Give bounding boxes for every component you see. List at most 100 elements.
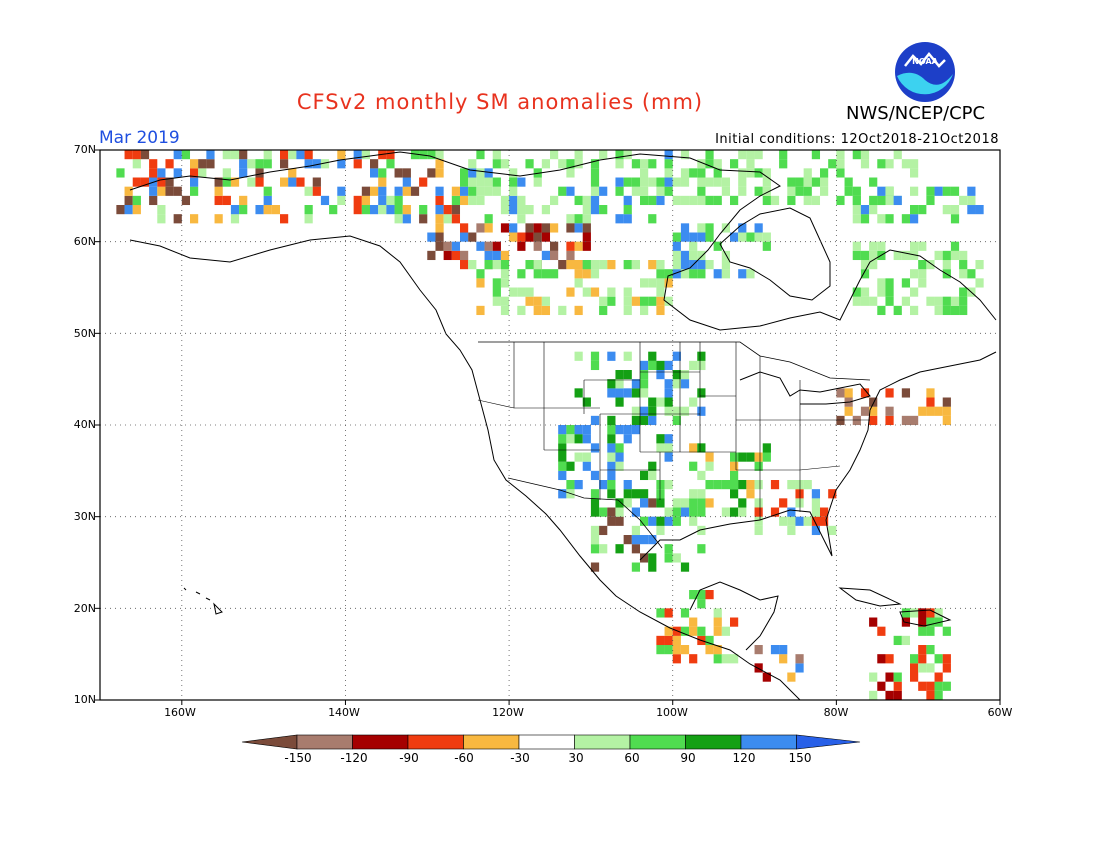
anomaly-cell bbox=[697, 260, 706, 270]
anomaly-cell bbox=[721, 186, 731, 196]
anomaly-cell bbox=[680, 608, 690, 618]
anomaly-cell bbox=[648, 177, 657, 187]
anomaly-cell bbox=[500, 195, 510, 206]
legend-label-neg30: -30 bbox=[510, 751, 530, 765]
anomaly-cell bbox=[746, 168, 755, 178]
anomaly-cell bbox=[697, 590, 706, 600]
anomaly-cell bbox=[304, 205, 313, 215]
anomaly-cell bbox=[705, 452, 714, 462]
anomaly-cell bbox=[492, 150, 501, 160]
anomaly-cell bbox=[460, 177, 469, 187]
anomaly-cell bbox=[860, 150, 870, 160]
lat-label-30n: 30N bbox=[73, 510, 96, 523]
anomaly-cell bbox=[509, 186, 518, 196]
anomaly-cell bbox=[754, 645, 763, 655]
anomaly-cell bbox=[312, 186, 321, 196]
anomaly-cell bbox=[689, 195, 698, 206]
anomaly-cell bbox=[942, 663, 951, 673]
anomaly-cell bbox=[942, 626, 951, 636]
anomaly-cell bbox=[558, 443, 567, 453]
anomaly-cell bbox=[132, 159, 141, 169]
anomaly-cell bbox=[697, 232, 706, 242]
anomaly-cell bbox=[239, 195, 248, 206]
anomaly-cell bbox=[517, 177, 526, 187]
anomaly-cell bbox=[648, 351, 657, 361]
anomaly-cell bbox=[860, 205, 870, 215]
anomaly-cell bbox=[304, 159, 313, 169]
anomaly-cell bbox=[615, 544, 624, 554]
anomaly-cell bbox=[640, 489, 649, 499]
anomaly-cell bbox=[738, 177, 747, 187]
anomaly-cell bbox=[574, 150, 583, 160]
anomaly-cell bbox=[689, 489, 698, 499]
anomaly-cell bbox=[648, 516, 657, 526]
anomaly-cell bbox=[648, 360, 657, 371]
anomaly-cell bbox=[910, 305, 919, 316]
anomaly-cell bbox=[590, 168, 600, 178]
anomaly-cell bbox=[934, 690, 943, 700]
anomaly-cell bbox=[361, 150, 371, 160]
anomaly-cell bbox=[910, 287, 919, 297]
anomaly-cell bbox=[239, 168, 248, 178]
anomaly-cell bbox=[901, 278, 911, 288]
anomaly-cell bbox=[877, 654, 886, 664]
anomaly-cell bbox=[869, 241, 878, 251]
anomaly-cell bbox=[656, 195, 665, 206]
anomaly-cell bbox=[558, 305, 567, 316]
anomaly-cell bbox=[910, 214, 919, 224]
anomaly-cell bbox=[623, 370, 632, 380]
anomaly-cell bbox=[116, 168, 125, 178]
anomaly-cell bbox=[599, 525, 608, 536]
anomaly-cell bbox=[550, 250, 559, 261]
anomaly-cell bbox=[656, 305, 665, 316]
anomaly-cell bbox=[255, 205, 264, 215]
anomaly-cell bbox=[754, 461, 763, 471]
anomaly-cell bbox=[492, 159, 501, 169]
anomaly-cell bbox=[615, 498, 624, 508]
anomaly-cell bbox=[640, 370, 649, 380]
anomaly-cell bbox=[730, 654, 739, 664]
anomaly-cell bbox=[672, 635, 681, 646]
anomaly-cell bbox=[942, 406, 951, 416]
hudson-bay bbox=[719, 207, 831, 301]
anomaly-cell bbox=[811, 489, 821, 499]
anomaly-cell bbox=[885, 415, 894, 426]
anomaly-cell bbox=[910, 186, 919, 196]
legend-arrow-high bbox=[796, 734, 861, 750]
anomaly-cell bbox=[607, 296, 616, 306]
anomaly-cell bbox=[950, 205, 960, 215]
anomaly-cell bbox=[631, 507, 641, 517]
anomaly-cell bbox=[910, 672, 919, 682]
anomaly-cell bbox=[173, 214, 182, 224]
anomaly-cell bbox=[517, 232, 526, 242]
anomaly-cell bbox=[713, 269, 722, 279]
anomaly-cell bbox=[541, 159, 551, 169]
anomaly-cell bbox=[664, 635, 673, 646]
anomaly-cell bbox=[640, 177, 649, 187]
anomaly-cell bbox=[959, 269, 968, 279]
anomaly-cell bbox=[615, 443, 624, 453]
anomaly-cell bbox=[697, 168, 706, 178]
anomaly-cell bbox=[394, 214, 403, 224]
us-canada-border bbox=[478, 341, 871, 381]
anomaly-cell bbox=[631, 525, 641, 536]
anomaly-cell bbox=[500, 278, 510, 288]
anomaly-cell bbox=[705, 480, 714, 490]
anomaly-cell bbox=[664, 296, 673, 306]
anomaly-cell bbox=[664, 516, 673, 526]
anomaly-cell bbox=[410, 186, 420, 196]
anomaly-cell bbox=[942, 681, 951, 691]
anomaly-cell bbox=[910, 241, 919, 251]
anomaly-cell bbox=[500, 269, 510, 279]
anomaly-cell bbox=[230, 177, 240, 187]
anomaly-cell bbox=[885, 159, 894, 169]
anomaly-cell bbox=[672, 177, 681, 187]
anomaly-cell bbox=[582, 287, 591, 297]
legend-swatch bbox=[629, 734, 686, 750]
anomaly-cell bbox=[615, 370, 624, 380]
anomaly-cell bbox=[697, 489, 706, 499]
anomaly-cell bbox=[656, 525, 665, 536]
anomaly-cell bbox=[860, 214, 870, 224]
anomaly-cell bbox=[730, 195, 739, 206]
lat-label-40n: 40N bbox=[73, 418, 96, 431]
